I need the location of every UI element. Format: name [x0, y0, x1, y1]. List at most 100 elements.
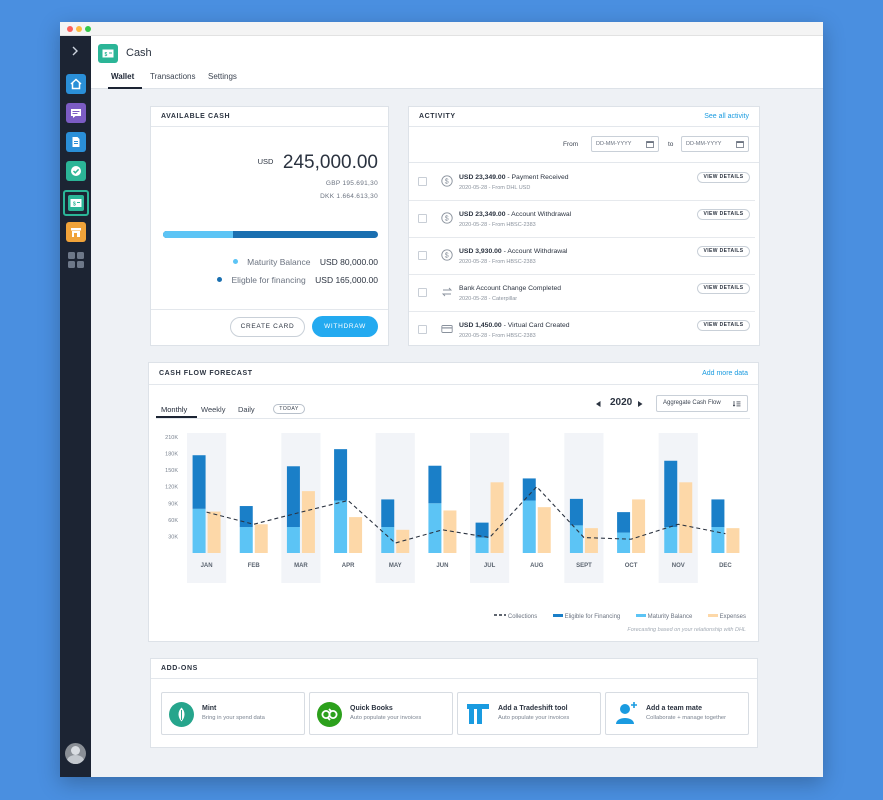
view-details-button[interactable]: VIEW DETAILS	[697, 246, 750, 257]
activity-row[interactable]: $ USD 23,349.00 - Account Withdrawal 202…	[409, 201, 755, 238]
maturity-bar	[381, 527, 395, 553]
addon-subtitle: Auto populate your invoices	[350, 715, 422, 721]
activity-subtitle: 2020-05-28 - From HBSC-2383	[459, 259, 536, 265]
avatar[interactable]	[65, 743, 86, 764]
today-button[interactable]: TODAY	[273, 404, 305, 414]
activity-subtitle: 2020-05-28 - From HBSC-2383	[459, 222, 536, 228]
chat-icon	[71, 109, 81, 118]
tab-transactions[interactable]: Transactions	[150, 72, 196, 81]
to-date-input[interactable]: DD-MM-YYYY	[681, 136, 749, 152]
chevron-right-icon[interactable]	[72, 46, 79, 56]
addon-title: Add a team mate	[646, 705, 703, 712]
cash-app-logo: $	[98, 44, 118, 63]
activity-row[interactable]: Bank Account Change Completed 2020-05-28…	[409, 275, 755, 312]
y-tick-label: 210K	[165, 435, 178, 441]
date-placeholder: DD-MM-YYYY	[596, 141, 632, 147]
card-title: ACTIVITY	[419, 113, 456, 120]
select-value: Aggregate Cash Flow	[663, 400, 721, 406]
view-details-button[interactable]: VIEW DETAILS	[697, 283, 750, 294]
sidebar-item-apps[interactable]	[68, 252, 84, 268]
x-tick-label: JUN	[436, 563, 448, 569]
collections-legend-swatch	[494, 614, 507, 616]
cash-icon: $	[70, 199, 82, 208]
add-more-data-link[interactable]: Add more data	[702, 370, 748, 377]
minimize-window-button[interactable]	[76, 26, 82, 32]
sidebar-item-documents[interactable]	[66, 132, 86, 152]
tab-monthly[interactable]: Monthly	[161, 405, 188, 414]
eligible-bar	[192, 455, 206, 509]
expenses-bar	[726, 528, 740, 553]
legend-label: Maturity Balance	[247, 257, 311, 267]
tab-wallet[interactable]: Wallet	[111, 72, 135, 81]
eligible-bar	[617, 512, 631, 533]
addon-tradeshift[interactable]: Add a Tradeshift tool Auto populate your…	[457, 692, 601, 735]
legend-label: Eligble for financing	[231, 275, 306, 285]
add-ons-card: ADD-ONS Mint Bring in your spend data Qu…	[150, 658, 758, 748]
sidebar-item-home[interactable]	[66, 74, 86, 94]
view-details-button[interactable]: VIEW DETAILS	[697, 320, 750, 331]
dkk-balance: DKK 1.664.613,30	[320, 193, 378, 200]
tab-weekly[interactable]: Weekly	[201, 405, 226, 414]
sidebar-item-cash[interactable]: $	[63, 190, 89, 216]
maturity-bar	[428, 503, 442, 553]
row-checkbox[interactable]	[418, 251, 427, 260]
close-window-button[interactable]	[67, 26, 73, 32]
svg-text:$: $	[445, 179, 449, 186]
expenses-bar	[537, 507, 551, 553]
activity-row[interactable]: USD 1,450.00 - Virtual Card Created 2020…	[409, 312, 755, 349]
check-icon	[71, 166, 81, 176]
forecast-note: Forecasting based on your relationship w…	[627, 627, 746, 633]
expenses-bar	[207, 511, 221, 553]
next-year-arrow-icon[interactable]	[638, 401, 643, 407]
x-tick-label: MAR	[294, 563, 308, 569]
cash-flow-select[interactable]: Aggregate Cash Flow	[656, 395, 748, 412]
expenses-bar	[632, 499, 646, 553]
addon-team-mate[interactable]: Add a team mate Collaborate + manage tog…	[605, 692, 749, 735]
legend-maturity: Maturity Balance	[647, 614, 693, 620]
y-tick-label: 150K	[165, 468, 178, 474]
addon-quickbooks[interactable]: Quick Books Auto populate your invoices	[309, 692, 453, 735]
activity-row[interactable]: $ USD 23,349.00 - Payment Received 2020-…	[409, 164, 755, 201]
from-date-input[interactable]: DD-MM-YYYY	[591, 136, 659, 152]
mint-logo-icon	[169, 702, 194, 727]
view-details-button[interactable]: VIEW DETAILS	[697, 209, 750, 220]
x-tick-label: AUG	[530, 563, 544, 569]
expenses-bar	[490, 482, 504, 553]
y-tick-label: 120K	[165, 485, 178, 491]
see-all-activity-link[interactable]: See all activity	[704, 113, 749, 120]
maturity-bar	[664, 527, 678, 553]
sidebar-item-tasks[interactable]	[66, 161, 86, 181]
expenses-bar	[443, 510, 457, 553]
tab-settings[interactable]: Settings	[208, 72, 237, 81]
previous-year-arrow-icon[interactable]	[596, 401, 601, 407]
eligible-bar	[711, 499, 725, 528]
y-tick-label: 60K	[168, 518, 178, 524]
withdraw-button[interactable]: WITHDRAW	[312, 316, 378, 337]
maximize-window-button[interactable]	[85, 26, 91, 32]
row-checkbox[interactable]	[418, 177, 427, 186]
row-checkbox[interactable]	[418, 325, 427, 334]
x-tick-label: OCT	[625, 563, 638, 569]
x-tick-label: JAN	[201, 563, 213, 569]
cash-icon: $	[102, 49, 114, 58]
row-checkbox[interactable]	[418, 288, 427, 297]
view-details-button[interactable]: VIEW DETAILS	[697, 172, 750, 183]
eligible-bar	[381, 499, 395, 528]
balance-progress-bar	[163, 231, 378, 238]
eligible-bar	[334, 449, 348, 501]
tab-daily[interactable]: Daily	[238, 405, 255, 414]
activity-subtitle: 2020-05-28 - Caterpillar	[459, 296, 518, 302]
row-checkbox[interactable]	[418, 214, 427, 223]
activity-row[interactable]: $ USD 3,930.00 - Account Withdrawal 2020…	[409, 238, 755, 275]
x-tick-label: APR	[342, 563, 355, 569]
maturity-bar	[239, 527, 253, 553]
addon-mint[interactable]: Mint Bring in your spend data	[161, 692, 305, 735]
svg-text:$: $	[105, 52, 108, 58]
maturity-progress-fill	[163, 231, 234, 238]
create-card-button[interactable]: CREATE CARD	[230, 317, 305, 337]
legend-eligible: Eligible for Financing	[564, 614, 621, 620]
sidebar-item-store[interactable]	[66, 222, 86, 242]
expenses-bar	[254, 524, 268, 553]
maturity-bar	[711, 527, 725, 553]
sidebar-item-messages[interactable]	[66, 103, 86, 123]
